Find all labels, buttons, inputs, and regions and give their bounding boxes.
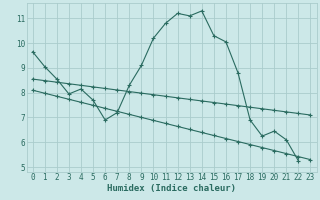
X-axis label: Humidex (Indice chaleur): Humidex (Indice chaleur) (107, 184, 236, 193)
